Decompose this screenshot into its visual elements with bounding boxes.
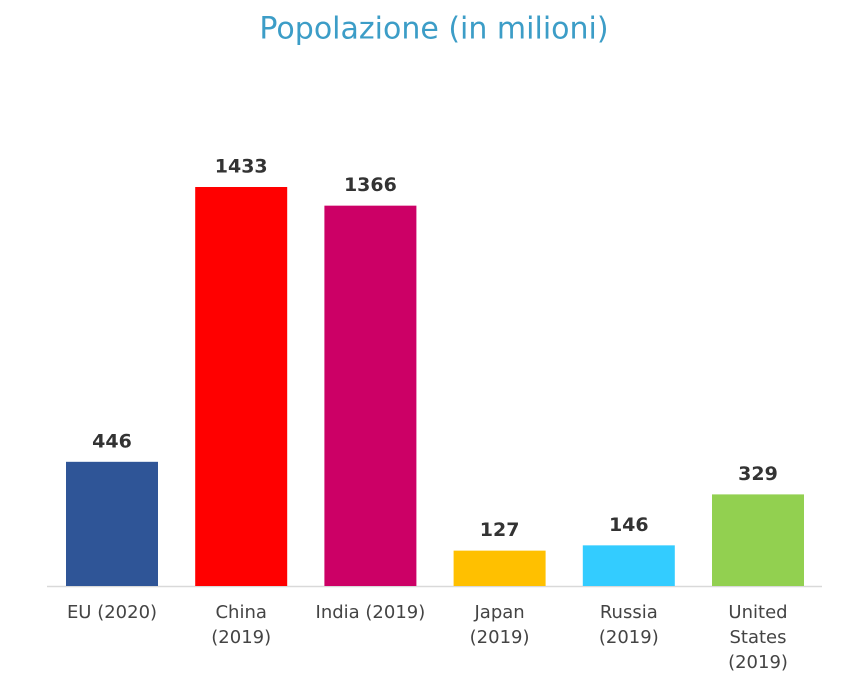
value-label: 329	[738, 463, 778, 485]
x-tick-label: EU (2020)	[67, 602, 157, 623]
x-tick-label: United	[728, 602, 787, 623]
x-tick-label: India (2019)	[316, 602, 426, 623]
value-label: 446	[92, 430, 132, 452]
value-label: 1366	[344, 174, 397, 196]
value-label: 146	[609, 514, 649, 536]
bar	[66, 461, 158, 586]
bar	[582, 545, 675, 586]
x-tick-label: (2019)	[470, 627, 530, 648]
x-tick-label: (2019)	[728, 652, 788, 673]
bar	[324, 205, 417, 586]
chart-title: Popolazione (in milioni)	[259, 12, 608, 47]
value-label: 127	[480, 519, 520, 541]
value-label: 1433	[215, 156, 268, 178]
x-tick-label: (2019)	[211, 627, 271, 648]
bar	[195, 187, 288, 586]
x-tick-label: Japan	[473, 602, 524, 623]
bar	[712, 494, 804, 586]
x-tick-label: States	[729, 627, 786, 648]
x-tick-label: China	[215, 602, 266, 623]
bar	[453, 550, 546, 586]
x-tick-label: Russia	[600, 602, 658, 623]
x-tick-label: (2019)	[599, 627, 659, 648]
